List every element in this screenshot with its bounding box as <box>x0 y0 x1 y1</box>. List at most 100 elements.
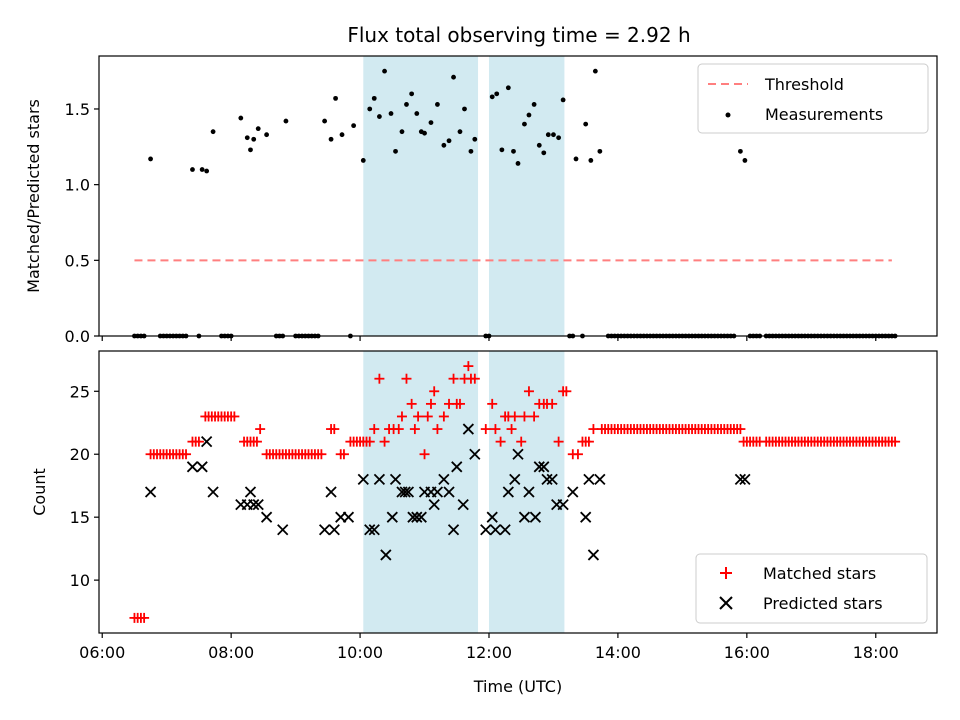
predicted-stars-points <box>144 423 751 561</box>
measurement-point <box>404 102 409 107</box>
top-x-ticks <box>101 336 877 341</box>
predicted-point-b <box>196 461 208 473</box>
predicted-point <box>580 511 592 523</box>
measurement-point <box>588 158 594 163</box>
predicted-point-b <box>244 486 257 498</box>
matched-point <box>193 436 204 447</box>
matched-point <box>229 411 240 422</box>
predicted-point <box>587 549 600 561</box>
matched-point <box>516 436 527 447</box>
predicted-point <box>342 511 355 523</box>
predicted-point <box>502 486 514 498</box>
predicted-point <box>402 486 415 498</box>
matched-point <box>561 386 572 397</box>
matched-point <box>393 424 404 435</box>
predicted-point-b <box>380 549 392 561</box>
measurement-point <box>333 95 338 101</box>
top-legend: Threshold Measurements <box>697 63 929 134</box>
matched-point <box>890 436 901 447</box>
bottom-axes: 10 15 20 25 06:00 08:00 10:00 12:00 14:00 16:00 1… <box>30 350 938 696</box>
predicted-point <box>415 511 427 523</box>
measurement-point <box>283 118 289 124</box>
predicted-point <box>451 461 463 473</box>
predicted-point <box>207 486 219 498</box>
matched-point <box>422 411 433 422</box>
matched-point <box>487 398 498 409</box>
matched-point <box>255 424 266 435</box>
predicted-point <box>489 524 502 536</box>
predicted-point <box>252 498 264 511</box>
predicted-point <box>480 524 492 536</box>
measurement-point <box>511 148 516 154</box>
predicted-point-b <box>431 486 444 498</box>
matched-point <box>379 436 390 447</box>
measurement-point <box>371 95 377 101</box>
predicted-point-b <box>502 486 514 498</box>
predicted-point-b <box>739 473 751 486</box>
measurement-point <box>244 135 250 141</box>
measurement-point <box>367 106 373 112</box>
predicted-point <box>443 486 455 498</box>
matched-point <box>588 424 599 435</box>
predicted-point-b <box>325 486 337 498</box>
measurement-point <box>339 132 345 138</box>
measurement-point <box>522 121 527 127</box>
predicted-point-b <box>509 473 521 486</box>
predicted-point <box>739 473 751 486</box>
predicted-point <box>428 498 440 511</box>
predicted-point-b <box>252 498 264 511</box>
chart-title: Flux total observing time = 2.92 h <box>347 23 690 47</box>
predicted-point <box>469 448 481 460</box>
measurement-point <box>489 94 495 100</box>
predicted-point-b <box>389 473 402 486</box>
predicted-point-b <box>529 511 542 523</box>
matched-point <box>490 424 501 435</box>
predicted-point <box>546 473 558 486</box>
measurement-point <box>360 158 366 163</box>
top-axes: 0.0 0.5 1.0 1.5 Matched/Predicted stars Thr… <box>24 55 938 346</box>
predicted-point-b <box>386 511 398 523</box>
measurement-point <box>388 111 394 116</box>
y-tick-label: 15 <box>70 508 90 527</box>
measurement-point <box>737 148 743 154</box>
measurement-point <box>422 130 427 136</box>
measurement-point <box>190 167 195 172</box>
predicted-point-b <box>373 473 386 486</box>
x-tick-label: 12:00 <box>466 643 512 662</box>
measurement-point <box>264 132 269 138</box>
bottom-x-ticks: 06:00 08:00 10:00 12:00 14:00 16:00 18:00 <box>79 633 899 662</box>
y-tick-label: 1.0 <box>65 176 90 195</box>
shaded-interval-1 <box>363 56 479 336</box>
predicted-point <box>399 486 411 498</box>
matched-point <box>329 424 340 435</box>
predicted-point-b <box>402 486 415 498</box>
y-tick-label: 10 <box>70 571 90 590</box>
matched-point <box>480 424 491 435</box>
predicted-point <box>201 436 213 448</box>
measurement-point <box>560 97 566 103</box>
matched-point <box>583 436 594 447</box>
predicted-point <box>523 486 535 498</box>
predicted-point-b <box>438 473 450 486</box>
matched-point <box>529 411 540 422</box>
matched-point <box>519 411 530 422</box>
matched-point <box>572 449 583 460</box>
measurement-point <box>545 132 551 138</box>
predicted-point-b <box>357 473 369 486</box>
matched-point <box>429 386 440 397</box>
predicted-point <box>512 448 524 460</box>
predicted-point-b <box>186 461 199 473</box>
predicted-point-b <box>368 524 380 536</box>
measurement-point <box>328 136 334 142</box>
measurement-point <box>472 136 478 142</box>
shaded-interval-1 <box>363 351 479 633</box>
measurement-point <box>377 114 382 119</box>
predicted-point-b <box>469 448 481 460</box>
matched-point <box>251 436 262 447</box>
measurement-point <box>322 118 328 124</box>
y-tick-label: 20 <box>70 445 90 464</box>
predicted-point-b <box>533 461 545 473</box>
predicted-point <box>734 473 747 486</box>
bottom-y-axis-label: Count <box>30 468 49 516</box>
predicted-point <box>431 486 444 498</box>
